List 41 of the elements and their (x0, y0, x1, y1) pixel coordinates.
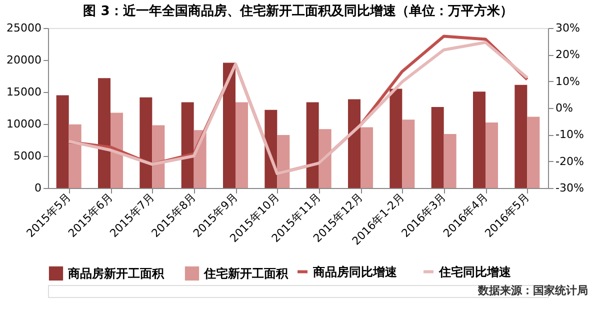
chart-title: 图 3：近一年全国商品房、住宅新开工面积及同比增速（单位：万平方米） (83, 3, 513, 19)
y2-tick-label: -10% (556, 128, 584, 142)
bar (514, 84, 528, 188)
y-tick-label: 20000 (6, 54, 42, 66)
bar (318, 129, 332, 188)
bar (68, 124, 82, 188)
y2-tick-label: -20% (556, 154, 584, 168)
y-tick-label: 15000 (6, 86, 42, 98)
y2-tick-label: -30% (556, 182, 584, 194)
bar (277, 135, 290, 188)
bar (181, 102, 194, 188)
bar (486, 122, 498, 188)
bar (402, 120, 415, 188)
bar (98, 78, 110, 188)
y-tick-label: 25000 (6, 22, 42, 34)
bar (236, 102, 248, 188)
y-tick-label: 5000 (14, 150, 42, 162)
bar (527, 116, 540, 188)
y-tick-label: 0 (34, 182, 42, 194)
legend-label: 商品房同比增速 (312, 264, 398, 279)
bar (110, 112, 123, 188)
bar (360, 127, 373, 188)
y-tick-label: 10000 (6, 118, 42, 130)
bar (56, 95, 69, 188)
bar (152, 125, 165, 188)
y2-tick-label: 30% (556, 22, 580, 34)
bar (473, 92, 486, 188)
bar (140, 97, 152, 188)
legend-label: 商品房新开工面积 (67, 266, 165, 280)
bar (306, 102, 319, 188)
legend-label: 住宅同比增速 (438, 264, 512, 279)
y2-tick-label: 20% (556, 48, 580, 62)
bar (444, 134, 456, 188)
bar (223, 62, 236, 188)
bar (431, 107, 444, 188)
legend-label: 住宅新开工面积 (203, 266, 289, 280)
y2-tick-label: 0% (556, 102, 573, 114)
source-note: 数据来源：国家统计局 (477, 284, 588, 297)
bar (390, 88, 402, 188)
bar (348, 99, 360, 188)
y2-tick-label: 10% (556, 74, 580, 88)
